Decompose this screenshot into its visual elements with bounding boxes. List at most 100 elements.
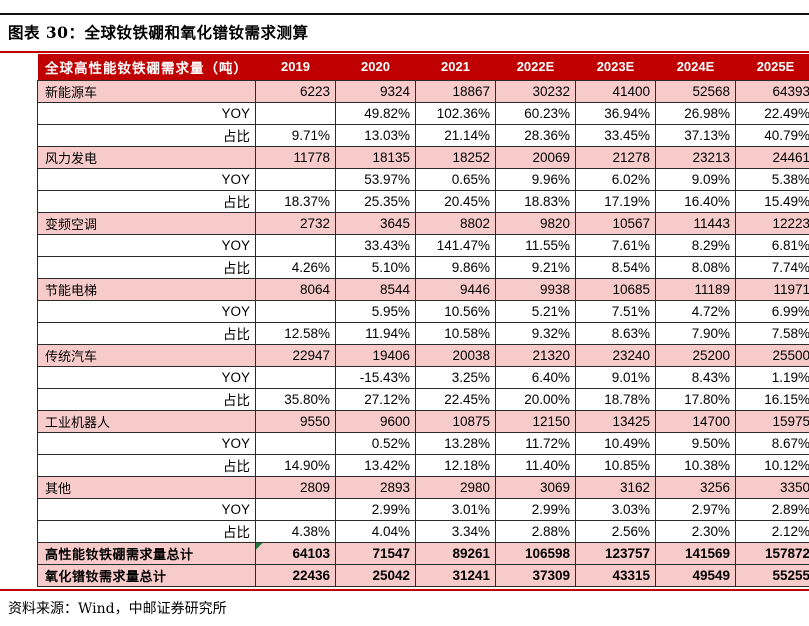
value-cell: 18252 — [415, 145, 496, 169]
row-label: 工业机器人 — [37, 409, 256, 433]
value-cell: 43315 — [575, 563, 656, 587]
header-cell-year: 2022E — [495, 54, 576, 80]
category-row: 其他 2809 2893 2980 3069 3162 3256 3350 — [37, 475, 809, 499]
header-cell-year: 2021 — [415, 54, 496, 80]
sub-row: 占比 9.71% 13.03% 21.14% 28.36% 33.45% 37.13% 40.… — [37, 123, 809, 147]
value-cell: 5.21% — [495, 299, 576, 323]
category-row: 风力发电 11778 18135 18252 20069 21278 23213 24461 — [37, 145, 809, 169]
value-cell: 2809 — [255, 475, 336, 499]
row-label: 占比 — [37, 123, 256, 147]
value-cell: 8.29% — [655, 233, 736, 257]
value-cell: 7.61% — [575, 233, 656, 257]
category-row: 变频空调 2732 3645 8802 9820 10567 11443 12223 — [37, 211, 809, 235]
value-cell: 64393 — [735, 79, 809, 103]
value-cell: 4.72% — [655, 299, 736, 323]
demand-table-container: 全球高性能钕铁硼需求量（吨） 2019 2020 2021 2022E 2023… — [37, 54, 809, 589]
value-cell: 41400 — [575, 79, 656, 103]
value-cell: 6223 — [255, 79, 336, 103]
sub-row: YOY 0.52% 13.28% 11.72% 10.49% 9.50% 8.67% — [37, 431, 809, 455]
demand-table: 全球高性能钕铁硼需求量（吨） 2019 2020 2021 2022E 2023… — [37, 54, 809, 587]
category-row: 传统汽车 22947 19406 20038 21320 23240 25200 25500 — [37, 343, 809, 367]
value-cell: 8544 — [335, 277, 416, 301]
value-cell: 21.14% — [415, 123, 496, 147]
value-cell: 10.12% — [735, 453, 809, 477]
source-attribution: 资料来源：Wind，中邮证券研究所 — [8, 601, 227, 617]
value-cell: 102.36% — [415, 101, 496, 125]
value-cell: 2.56% — [575, 519, 656, 543]
row-label: 高性能钕铁硼需求量总计 — [37, 541, 256, 565]
value-cell: 20038 — [415, 343, 496, 367]
value-cell: 12150 — [495, 409, 576, 433]
value-cell: 10.56% — [415, 299, 496, 323]
value-cell: 16.40% — [655, 189, 736, 213]
value-cell: 40.79% — [735, 123, 809, 147]
value-cell: 9938 — [495, 277, 576, 301]
value-cell: 2.97% — [655, 497, 736, 521]
table-header-row: 全球高性能钕铁硼需求量（吨） 2019 2020 2021 2022E 2023… — [37, 54, 809, 80]
value-cell: 2.30% — [655, 519, 736, 543]
value-cell: 19406 — [335, 343, 416, 367]
value-cell: 0.65% — [415, 167, 496, 191]
value-cell: 71547 — [335, 541, 416, 565]
row-label: 变频空调 — [37, 211, 256, 235]
value-cell: 3256 — [655, 475, 736, 499]
value-cell: 3162 — [575, 475, 656, 499]
value-cell — [255, 167, 336, 191]
value-cell: 21278 — [575, 145, 656, 169]
value-cell: 33.45% — [575, 123, 656, 147]
header-cell-year: 2025E — [735, 54, 809, 80]
row-label: YOY — [37, 167, 256, 191]
value-cell: 8064 — [255, 277, 336, 301]
value-cell: 11.94% — [335, 321, 416, 345]
sub-row: YOY 2.99% 3.01% 2.99% 3.03% 2.97% 2.89% — [37, 497, 809, 521]
row-label: 占比 — [37, 255, 256, 279]
value-cell: 9.21% — [495, 255, 576, 279]
value-cell: 18.37% — [255, 189, 336, 213]
category-row: 工业机器人 9550 9600 10875 12150 13425 14700 15975 — [37, 409, 809, 433]
value-cell: 13.42% — [335, 453, 416, 477]
value-cell: 64103 — [255, 541, 336, 565]
row-label: 氧化镨钕需求量总计 — [37, 563, 256, 587]
value-cell: 106598 — [495, 541, 576, 565]
row-label: 占比 — [37, 519, 256, 543]
row-label: 占比 — [37, 189, 256, 213]
value-cell — [255, 299, 336, 323]
value-cell: 11.40% — [495, 453, 576, 477]
value-cell: 3.01% — [415, 497, 496, 521]
value-cell: 4.38% — [255, 519, 336, 543]
value-cell: 6.02% — [575, 167, 656, 191]
sub-row: 占比 4.26% 5.10% 9.86% 9.21% 8.54% 8.08% 7.74% — [37, 255, 809, 279]
value-cell: 49.82% — [335, 101, 416, 125]
value-cell: 25200 — [655, 343, 736, 367]
value-cell: 2.12% — [735, 519, 809, 543]
value-cell: 9.86% — [415, 255, 496, 279]
value-cell: 8.43% — [655, 365, 736, 389]
value-cell: 12.58% — [255, 321, 336, 345]
value-cell: 28.36% — [495, 123, 576, 147]
value-cell: 3069 — [495, 475, 576, 499]
value-cell: 8.67% — [735, 431, 809, 455]
value-cell: 12223 — [735, 211, 809, 235]
value-cell: 14.90% — [255, 453, 336, 477]
value-cell: 10.58% — [415, 321, 496, 345]
value-cell: 33.43% — [335, 233, 416, 257]
sub-row: 占比 18.37% 25.35% 20.45% 18.83% 17.19% 16.40% 15… — [37, 189, 809, 213]
value-cell: 10875 — [415, 409, 496, 433]
sub-row: 占比 4.38% 4.04% 3.34% 2.88% 2.56% 2.30% 2.12% — [37, 519, 809, 543]
row-label: 新能源车 — [37, 79, 256, 103]
value-cell — [255, 497, 336, 521]
category-row: 新能源车 6223 9324 18867 30232 41400 52568 64393 — [37, 79, 809, 103]
value-cell: 7.58% — [735, 321, 809, 345]
value-cell: 24461 — [735, 145, 809, 169]
value-cell — [255, 365, 336, 389]
sub-row: YOY 53.97% 0.65% 9.96% 6.02% 9.09% 5.38% — [37, 167, 809, 191]
value-cell: 9.71% — [255, 123, 336, 147]
value-cell: 22.49% — [735, 101, 809, 125]
value-cell: 22436 — [255, 563, 336, 587]
row-label: 占比 — [37, 387, 256, 411]
value-cell: 11778 — [255, 145, 336, 169]
value-cell: 35.80% — [255, 387, 336, 411]
value-cell: 2732 — [255, 211, 336, 235]
value-cell: 9.50% — [655, 431, 736, 455]
